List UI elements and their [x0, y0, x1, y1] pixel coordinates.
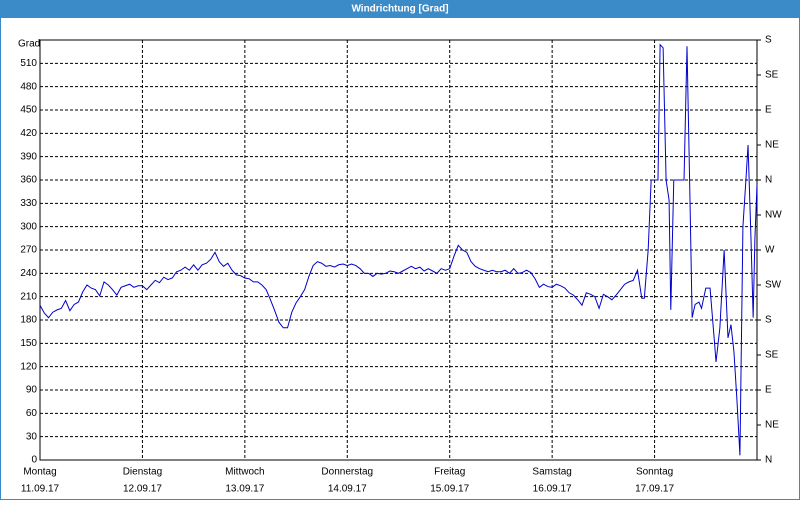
- x-tick-date: 16.09.17: [533, 484, 572, 495]
- y-tick-label: 180: [20, 315, 37, 326]
- y-tick-label: 90: [26, 385, 38, 396]
- x-tick-label: Samstag: [532, 467, 571, 478]
- y-tick-label: 300: [20, 221, 37, 232]
- y2-tick-label: NW: [765, 210, 782, 221]
- x-tick-date: 11.09.17: [21, 484, 60, 495]
- y2-tick-label: SE: [765, 350, 779, 361]
- y-tick-label: 390: [20, 151, 37, 162]
- y-tick-label: 420: [20, 128, 37, 139]
- x-tick-label: Mittwoch: [225, 467, 264, 478]
- title-bar: [0, 0, 800, 18]
- y2-tick-label: N: [765, 175, 772, 186]
- x-tick-label: Donnerstag: [321, 467, 373, 478]
- x-tick-label: Sonntag: [636, 467, 673, 478]
- x-tick-label: Freitag: [434, 467, 465, 478]
- y-tick-label: 240: [20, 268, 37, 279]
- y2-tick-label: S: [765, 315, 772, 326]
- y2-tick-label: W: [765, 245, 775, 256]
- y2-tick-label: S: [765, 35, 772, 46]
- y2-tick-label: NE: [765, 420, 779, 431]
- y-tick-label: 120: [20, 361, 37, 372]
- x-tick-date: 14.09.17: [328, 484, 367, 495]
- y-tick-label: 0: [31, 455, 37, 466]
- y2-tick-label: E: [765, 385, 772, 396]
- y2-tick-label: NE: [765, 140, 779, 151]
- x-tick-label: Montag: [23, 467, 56, 478]
- data-line: [39, 43, 758, 456]
- y2-tick-label: E: [765, 105, 772, 116]
- y-tick-label: 330: [20, 198, 37, 209]
- x-tick-date: 17.09.17: [635, 484, 674, 495]
- y-tick-label: 30: [26, 431, 38, 442]
- x-tick-label: Dienstag: [123, 467, 162, 478]
- x-tick-date: 12.09.17: [123, 484, 162, 495]
- y2-tick-label: N: [765, 455, 772, 466]
- x-tick-date: 15.09.17: [430, 484, 469, 495]
- chart-title: Windrichtung [Grad]: [351, 4, 448, 15]
- y-tick-label: 150: [20, 338, 37, 349]
- y-tick-label: 60: [26, 408, 38, 419]
- y-tick-label: 270: [20, 245, 37, 256]
- x-tick-date: 13.09.17: [225, 484, 264, 495]
- y-axis-label: Grad: [18, 39, 40, 50]
- y-tick-label: 510: [20, 58, 37, 69]
- y-tick-label: 450: [20, 105, 37, 116]
- y-tick-label: 210: [20, 291, 37, 302]
- y2-tick-label: SW: [765, 280, 782, 291]
- y-tick-label: 480: [20, 81, 37, 92]
- y-tick-label: 360: [20, 175, 37, 186]
- y2-tick-label: SE: [765, 70, 779, 81]
